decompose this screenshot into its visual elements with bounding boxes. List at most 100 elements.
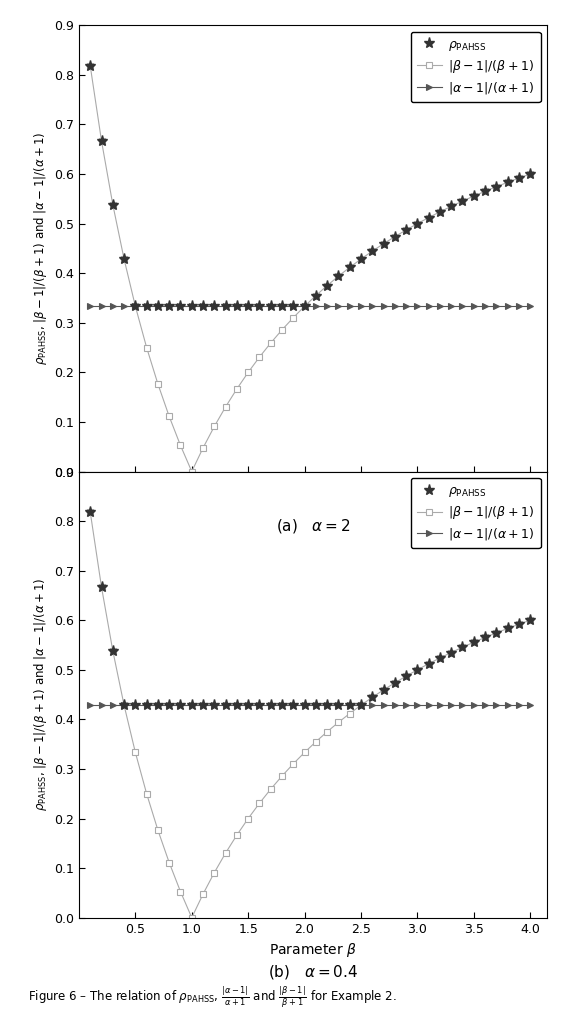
$\rho_{\mathrm{PAHSS}}$ — [369, 245, 376, 258]
$|\alpha-1|/(\alpha+1)$ — [437, 699, 443, 711]
Text: Figure 6 – The relation of $\rho_{\mathrm{PAHSS}}$, $\frac{|\alpha-1|}{\alpha+1}: Figure 6 – The relation of $\rho_{\mathr… — [28, 984, 397, 1009]
$|\beta-1|/(\beta+1)$ — [155, 378, 161, 390]
Line: $|\alpha-1|/(\alpha+1)$: $|\alpha-1|/(\alpha+1)$ — [87, 702, 534, 709]
$\rho_{\mathrm{PAHSS}}$ — [177, 300, 184, 312]
$|\alpha-1|/(\alpha+1)$ — [200, 699, 206, 711]
$|\beta-1|/(\beta+1)$ — [482, 186, 488, 198]
$|\beta-1|/(\beta+1)$ — [346, 708, 353, 720]
$|\alpha-1|/(\alpha+1)$ — [109, 300, 116, 312]
$\rho_{\mathrm{PAHSS}}$ — [527, 614, 534, 627]
$|\alpha-1|/(\alpha+1)$ — [482, 699, 488, 711]
$|\alpha-1|/(\alpha+1)$ — [459, 300, 466, 312]
$|\beta-1|/(\beta+1)$ — [493, 180, 500, 193]
$|\beta-1|/(\beta+1)$ — [256, 351, 263, 363]
$\rho_{\mathrm{PAHSS}}$ — [448, 201, 455, 213]
$\rho_{\mathrm{PAHSS}}$ — [87, 60, 94, 72]
$|\beta-1|/(\beta+1)$ — [211, 867, 218, 879]
$|\beta-1|/(\beta+1)$ — [437, 206, 443, 218]
$|\alpha-1|/(\alpha+1)$ — [177, 699, 184, 711]
$\rho_{\mathrm{PAHSS}}$ — [515, 172, 522, 185]
$|\beta-1|/(\beta+1)$ — [121, 252, 127, 265]
$|\alpha-1|/(\alpha+1)$ — [391, 699, 398, 711]
Text: (b)   $\alpha = 0.4$: (b) $\alpha = 0.4$ — [268, 963, 358, 982]
$\rho_{\mathrm{PAHSS}}$ — [267, 699, 274, 711]
$|\beta-1|/(\beta+1)$ — [301, 300, 308, 312]
$\rho_{\mathrm{PAHSS}}$ — [324, 280, 331, 292]
$|\beta-1|/(\beta+1)$ — [470, 190, 477, 202]
$\rho_{\mathrm{PAHSS}}$ — [256, 300, 263, 312]
$|\beta-1|/(\beta+1)$ — [267, 783, 274, 795]
$|\beta-1|/(\beta+1)$ — [380, 683, 387, 696]
$|\beta-1|/(\beta+1)$ — [222, 847, 229, 859]
$\rho_{\mathrm{PAHSS}}$ — [155, 300, 161, 312]
$\rho_{\mathrm{PAHSS}}$ — [290, 699, 297, 711]
$|\alpha-1|/(\alpha+1)$ — [132, 300, 139, 312]
$|\beta-1|/(\beta+1)$ — [279, 323, 285, 336]
$\rho_{\mathrm{PAHSS}}$ — [346, 262, 353, 274]
$|\alpha-1|/(\alpha+1)$ — [98, 699, 105, 711]
$|\beta-1|/(\beta+1)$ — [459, 195, 466, 207]
$|\alpha-1|/(\alpha+1)$ — [279, 699, 285, 711]
$|\beta-1|/(\beta+1)$ — [233, 383, 240, 395]
$\rho_{\mathrm{PAHSS}}$ — [448, 647, 455, 659]
$|\alpha-1|/(\alpha+1)$ — [346, 699, 353, 711]
$\rho_{\mathrm{PAHSS}}$ — [414, 664, 421, 676]
$|\alpha-1|/(\alpha+1)$ — [211, 300, 218, 312]
$\rho_{\mathrm{PAHSS}}$ — [324, 699, 331, 711]
$|\alpha-1|/(\alpha+1)$ — [380, 699, 387, 711]
$|\beta-1|/(\beta+1)$ — [425, 658, 432, 670]
$|\alpha-1|/(\alpha+1)$ — [222, 699, 229, 711]
$\rho_{\mathrm{PAHSS}}$ — [109, 645, 116, 657]
$|\beta-1|/(\beta+1)$ — [515, 619, 522, 631]
$\rho_{\mathrm{PAHSS}}$ — [312, 290, 319, 302]
$|\alpha-1|/(\alpha+1)$ — [109, 699, 116, 711]
$\rho_{\mathrm{PAHSS}}$ — [459, 195, 466, 207]
$\rho_{\mathrm{PAHSS}}$ — [482, 632, 488, 644]
$|\alpha-1|/(\alpha+1)$ — [527, 300, 534, 312]
$\rho_{\mathrm{PAHSS}}$ — [437, 206, 443, 218]
$\rho_{\mathrm{PAHSS}}$ — [312, 699, 319, 711]
$|\beta-1|/(\beta+1)$ — [391, 230, 398, 242]
$|\beta-1|/(\beta+1)$ — [515, 172, 522, 185]
$\rho_{\mathrm{PAHSS}}$ — [155, 699, 161, 711]
$|\beta-1|/(\beta+1)$ — [448, 201, 455, 213]
$|\alpha-1|/(\alpha+1)$ — [166, 699, 173, 711]
$\rho_{\mathrm{PAHSS}}$ — [211, 699, 218, 711]
$|\alpha-1|/(\alpha+1)$ — [414, 699, 421, 711]
$\rho_{\mathrm{PAHSS}}$ — [369, 692, 376, 704]
$|\beta-1|/(\beta+1)$ — [121, 699, 127, 711]
Line: $|\alpha-1|/(\alpha+1)$: $|\alpha-1|/(\alpha+1)$ — [87, 303, 534, 309]
$\rho_{\mathrm{PAHSS}}$ — [200, 300, 206, 312]
$\rho_{\mathrm{PAHSS}}$ — [515, 619, 522, 631]
$|\beta-1|/(\beta+1)$ — [414, 218, 421, 230]
$|\alpha-1|/(\alpha+1)$ — [414, 300, 421, 312]
$|\alpha-1|/(\alpha+1)$ — [391, 300, 398, 312]
$|\beta-1|/(\beta+1)$ — [358, 699, 364, 711]
$|\alpha-1|/(\alpha+1)$ — [527, 699, 534, 711]
$|\alpha-1|/(\alpha+1)$ — [188, 699, 195, 711]
$\rho_{\mathrm{PAHSS}}$ — [403, 224, 409, 236]
$|\beta-1|/(\beta+1)$ — [335, 270, 342, 282]
$\rho_{\mathrm{PAHSS}}$ — [391, 230, 398, 242]
$|\beta-1|/(\beta+1)$ — [109, 199, 116, 211]
$\rho_{\mathrm{PAHSS}}$ — [200, 699, 206, 711]
$|\alpha-1|/(\alpha+1)$ — [493, 699, 500, 711]
$|\alpha-1|/(\alpha+1)$ — [301, 300, 308, 312]
$|\alpha-1|/(\alpha+1)$ — [267, 300, 274, 312]
$\rho_{\mathrm{PAHSS}}$ — [211, 300, 218, 312]
$|\beta-1|/(\beta+1)$ — [155, 824, 161, 837]
$|\alpha-1|/(\alpha+1)$ — [470, 300, 477, 312]
$|\alpha-1|/(\alpha+1)$ — [504, 300, 511, 312]
$|\beta-1|/(\beta+1)$ — [493, 627, 500, 639]
$\rho_{\mathrm{PAHSS}}$ — [177, 699, 184, 711]
$\rho_{\mathrm{PAHSS}}$ — [459, 641, 466, 653]
$|\alpha-1|/(\alpha+1)$ — [132, 699, 139, 711]
$|\alpha-1|/(\alpha+1)$ — [233, 300, 240, 312]
$|\alpha-1|/(\alpha+1)$ — [155, 300, 161, 312]
$|\alpha-1|/(\alpha+1)$ — [290, 300, 297, 312]
$\rho_{\mathrm{PAHSS}}$ — [166, 699, 173, 711]
$\rho_{\mathrm{PAHSS}}$ — [121, 699, 127, 711]
Y-axis label: $\rho_{\mathrm{PAHSS}}$, $|\beta-1|/(\beta+1)$ and $|\alpha-1|/(\alpha+1)$: $\rho_{\mathrm{PAHSS}}$, $|\beta-1|/(\be… — [32, 578, 49, 811]
$|\alpha-1|/(\alpha+1)$ — [301, 699, 308, 711]
$|\beta-1|/(\beta+1)$ — [470, 636, 477, 648]
